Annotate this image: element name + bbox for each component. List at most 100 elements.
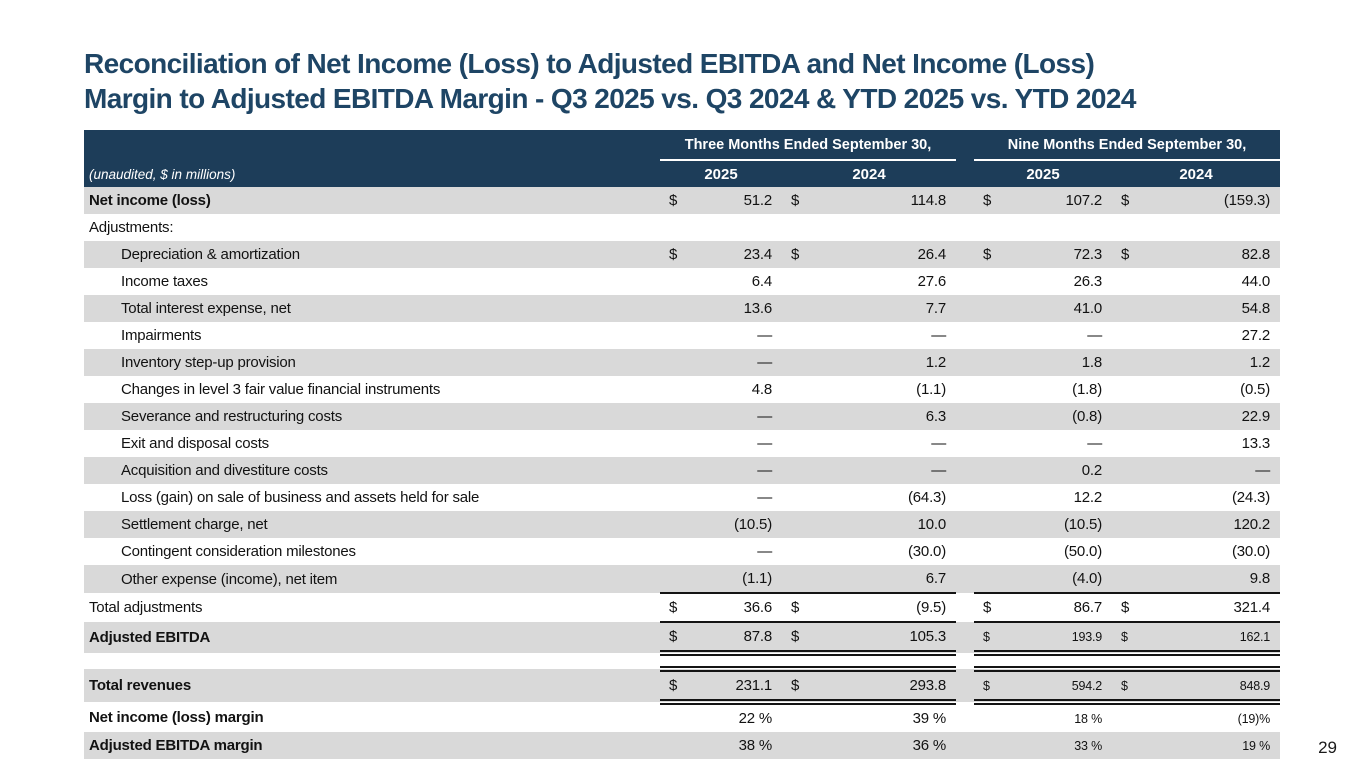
currency-symbol-cell: $ bbox=[1121, 246, 1130, 263]
currency-symbol-cell bbox=[1112, 732, 1140, 759]
table-row: Other expense (income), net item (1.1) 6.7… bbox=[84, 565, 1280, 593]
group-gap-cell bbox=[956, 565, 974, 593]
currency-symbol-cell bbox=[660, 376, 686, 403]
row-label: Other expense (income), net item bbox=[121, 570, 338, 588]
slide-title-line2: Margin to Adjusted EBITDA Margin - Q3 20… bbox=[84, 83, 1136, 114]
value-cell: 51.2 bbox=[743, 192, 773, 209]
currency-symbol-cell bbox=[660, 295, 686, 322]
currency-symbol-cell bbox=[1112, 349, 1140, 376]
row-label: Net income (loss) bbox=[89, 192, 211, 209]
table-row: Adjustments: bbox=[84, 214, 1280, 241]
value-cell: — bbox=[757, 543, 772, 560]
currency-symbol-cell bbox=[974, 457, 1000, 484]
currency-symbol-cell bbox=[1112, 484, 1140, 511]
value-cell: 41.0 bbox=[1073, 300, 1103, 317]
currency-symbol-cell bbox=[1112, 376, 1140, 403]
currency-symbol-cell bbox=[974, 511, 1000, 538]
group-gap-cell bbox=[956, 349, 974, 376]
currency-symbol-cell: $ bbox=[1121, 192, 1130, 209]
table-row: Adjusted EBITDA $87.8 $105.3 $193.9 $162.1 bbox=[84, 622, 1280, 656]
currency-symbol-cell bbox=[1112, 403, 1140, 430]
currency-symbol-cell: $ bbox=[782, 666, 810, 705]
value-cell: (10.5) bbox=[734, 516, 772, 533]
table-row: Total adjustments $36.6 $ (9.5) $86.7 $321.4 bbox=[84, 592, 1280, 623]
row-label: Depreciation & amortization bbox=[121, 246, 300, 263]
header-gap-cell bbox=[956, 160, 974, 187]
slide-content: Reconciliation of Net Income (Loss) to A… bbox=[84, 46, 1280, 759]
value-cell: (30.0) bbox=[1232, 543, 1270, 560]
table-row: Net income (loss) $51.2 $114.8 $107.2 $ (159.… bbox=[84, 187, 1280, 214]
value-cell: — bbox=[931, 327, 946, 344]
row-label: Total adjustments bbox=[89, 599, 203, 616]
value-cell: 87.8 bbox=[686, 622, 782, 656]
value-cell bbox=[686, 214, 782, 241]
year-header-q3-2024: 2024 bbox=[782, 160, 956, 187]
currency-symbol-cell bbox=[782, 484, 810, 511]
currency-symbol-cell bbox=[660, 403, 686, 430]
row-label: Total revenues bbox=[89, 677, 191, 694]
row-label: Adjusted EBITDA bbox=[89, 629, 211, 646]
value-cell: 107.2 bbox=[1065, 192, 1102, 209]
table-row: Income taxes 6.4 27.6 26.3 44.0 bbox=[84, 268, 1280, 295]
currency-symbol-cell bbox=[782, 430, 810, 457]
currency-symbol-cell bbox=[660, 565, 686, 593]
table-row: Exit and disposal costs — — — 13.3 bbox=[84, 430, 1280, 457]
table-row: Total interest expense, net 13.6 7.7 41.0 54… bbox=[84, 295, 1280, 322]
currency-symbol-cell: $ bbox=[983, 246, 992, 263]
row-label: Loss (gain) on sale of business and asse… bbox=[121, 489, 480, 506]
currency-symbol-cell bbox=[782, 214, 810, 241]
group-gap-cell bbox=[956, 669, 974, 702]
value-cell: 1.2 bbox=[1249, 354, 1270, 371]
currency-symbol-cell: $ bbox=[669, 192, 678, 209]
value-cell: 82.8 bbox=[1241, 246, 1271, 263]
value-cell: 193.9 bbox=[1000, 622, 1112, 656]
value-cell: 6.4 bbox=[751, 273, 772, 290]
group-gap-cell bbox=[956, 511, 974, 538]
value-cell: 26.4 bbox=[917, 246, 947, 263]
currency-symbol-cell bbox=[974, 732, 1000, 759]
group-gap-cell bbox=[956, 457, 974, 484]
value-cell: 36 % bbox=[912, 737, 947, 754]
header-gap-cell bbox=[956, 130, 974, 160]
row-label: Changes in level 3 fair value financial … bbox=[121, 381, 441, 398]
currency-symbol-cell bbox=[660, 484, 686, 511]
row-label: Acquisition and divestiture costs bbox=[121, 462, 328, 479]
table-row: Severance and restructuring costs — 6.3 (0.… bbox=[84, 403, 1280, 430]
group-gap-cell bbox=[956, 430, 974, 457]
value-cell: — bbox=[757, 435, 772, 452]
row-label: Impairments bbox=[121, 327, 202, 344]
currency-symbol-cell bbox=[782, 457, 810, 484]
value-cell: 1.2 bbox=[925, 354, 946, 371]
row-label: Severance and restructuring costs bbox=[121, 408, 343, 425]
group-gap-cell bbox=[956, 187, 974, 214]
currency-symbol-cell bbox=[1112, 511, 1140, 538]
currency-symbol-cell bbox=[974, 403, 1000, 430]
currency-symbol-cell bbox=[974, 214, 1000, 241]
value-cell: — bbox=[757, 408, 772, 425]
currency-symbol-cell bbox=[660, 511, 686, 538]
currency-symbol-cell: $ bbox=[983, 192, 992, 209]
row-label: Total interest expense, net bbox=[121, 300, 291, 317]
value-cell: (0.5) bbox=[1240, 381, 1270, 398]
reconciliation-table: Three Months Ended September 30, Nine Mo… bbox=[84, 130, 1280, 759]
currency-symbol-cell bbox=[1112, 295, 1140, 322]
value-cell: 27.2 bbox=[1241, 327, 1271, 344]
group-gap-cell bbox=[956, 403, 974, 430]
value-cell: 6.7 bbox=[925, 570, 946, 587]
value-cell: (10.5) bbox=[1064, 516, 1102, 533]
currency-symbol-cell bbox=[1112, 322, 1140, 349]
currency-symbol-cell bbox=[782, 349, 810, 376]
currency-symbol-cell bbox=[782, 732, 810, 759]
currency-symbol-cell bbox=[974, 322, 1000, 349]
value-cell: 38 % bbox=[738, 737, 773, 754]
value-cell: 26.3 bbox=[1073, 273, 1103, 290]
currency-symbol-cell bbox=[660, 268, 686, 295]
value-cell: 105.3 bbox=[810, 622, 956, 656]
value-cell: — bbox=[757, 462, 772, 479]
value-cell: 114.8 bbox=[910, 192, 947, 209]
row-label: Contingent consideration milestones bbox=[121, 543, 356, 560]
value-cell: — bbox=[931, 462, 946, 479]
group-gap-cell bbox=[956, 622, 974, 653]
value-cell: 6.3 bbox=[925, 408, 946, 425]
table-row: Settlement charge, net (10.5) 10.0 (10.5) 12… bbox=[84, 511, 1280, 538]
